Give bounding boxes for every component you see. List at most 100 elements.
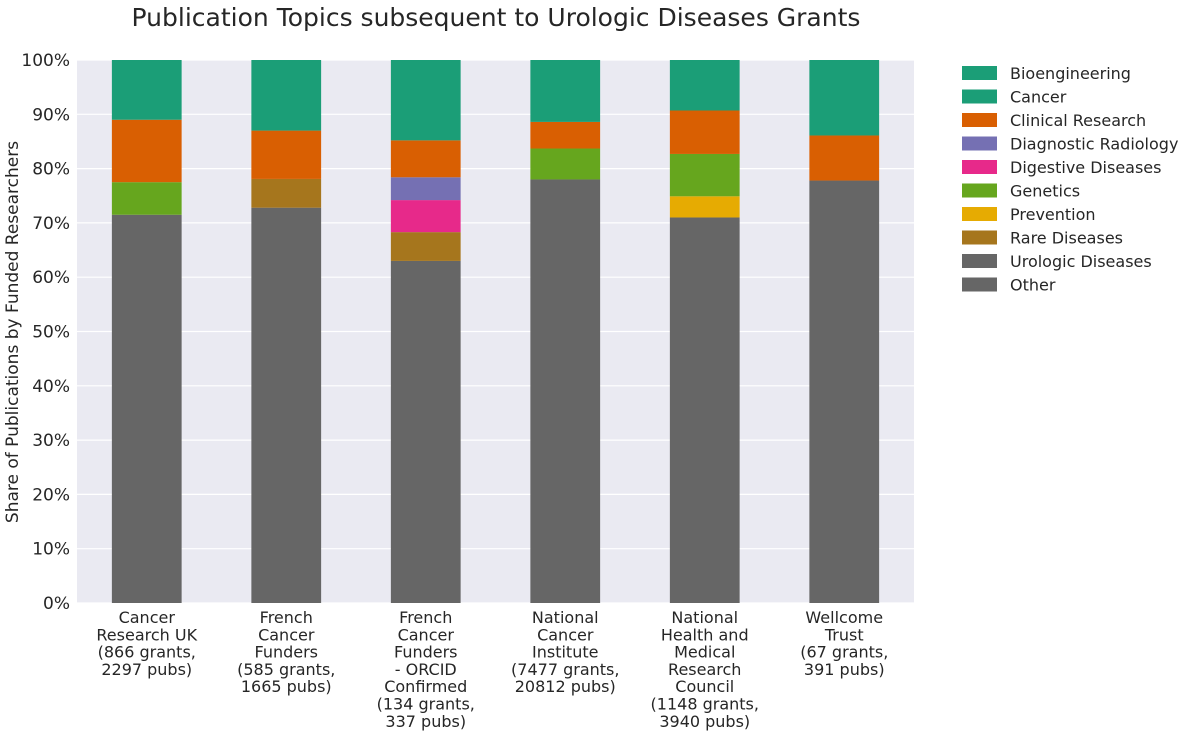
x-tick-label-line: Cancer: [537, 625, 594, 644]
legend-label: Clinical Research: [1010, 111, 1146, 130]
x-tick-label-line: National: [532, 608, 599, 627]
legend-swatch: [962, 230, 997, 245]
chart-title: Publication Topics subsequent to Urologi…: [132, 3, 861, 32]
x-tick-label: National Cancer Institute (7477 grants, 2081…: [511, 608, 619, 696]
x-tick-label-line: National: [671, 608, 738, 627]
x-tick-label: French Cancer Funders (585 grants, 1665 pubs…: [237, 608, 335, 696]
legend-label: Prevention: [1010, 205, 1096, 224]
bar-segment-cancer: [809, 60, 880, 136]
bar-segment-genetics: [111, 182, 182, 215]
y-tick-label: 60%: [32, 268, 70, 288]
x-tick-label-line: (7477 grants,: [511, 660, 619, 679]
y-tick-label: 100%: [21, 51, 70, 71]
bar-segment-cancer: [669, 60, 740, 111]
legend-item: Bioengineering: [962, 64, 1131, 83]
bar-segment-clinical-research: [390, 140, 461, 178]
bar-segment-diagnostic-radiology: [390, 177, 461, 201]
bar-segment-cancer: [251, 60, 322, 131]
x-tick-label-line: Research UK: [96, 625, 197, 644]
legend-label: Bioengineering: [1010, 64, 1131, 83]
legend-item: Cancer: [962, 88, 1067, 107]
legend-label: Digestive Diseases: [1010, 158, 1161, 177]
x-tick-label: French Cancer Funders - ORCID Confirmed (134 …: [377, 608, 475, 731]
y-tick-label: 80%: [32, 160, 70, 180]
y-tick-label: 0%: [43, 594, 70, 614]
bar-segment-clinical-research: [530, 121, 601, 149]
y-axis-label: Share of Publications by Funded Research…: [3, 141, 23, 523]
bar-segment-cancer: [390, 60, 461, 141]
x-tick-label-line: Research: [668, 660, 741, 679]
bar-segment-other: [669, 217, 740, 603]
x-tick-label-line: Institute: [532, 643, 598, 662]
legend-swatch: [962, 183, 997, 198]
legend-item: Genetics: [962, 182, 1080, 201]
plot-area: 0%10%20%30%40%50%60%70%80%90%100%Cancer R…: [21, 51, 914, 731]
y-tick-label: 40%: [32, 377, 70, 397]
x-tick-label-line: (134 grants,: [377, 695, 475, 714]
legend-item: Digestive Diseases: [962, 158, 1161, 177]
x-tick-label-line: Medical: [674, 643, 735, 662]
y-tick-label: 90%: [32, 105, 70, 125]
bar-segment-other: [111, 214, 182, 603]
x-tick-label: Wellcome Trust (67 grants, 391 pubs): [800, 608, 888, 679]
x-tick-label-line: (866 grants,: [98, 643, 196, 662]
bar-segment-other: [251, 207, 322, 604]
x-tick-label-line: - ORCID: [395, 660, 457, 679]
x-tick-label-line: 2297 pubs): [101, 660, 192, 679]
x-tick-label-line: Funders: [394, 643, 458, 662]
x-tick-label-line: Cancer: [119, 608, 176, 627]
legend-swatch: [962, 89, 997, 104]
bar-segment-other: [390, 260, 461, 603]
x-tick-label-line: Cancer: [258, 625, 315, 644]
x-tick-label-line: 337 pubs): [385, 712, 466, 731]
x-tick-label-line: 3940 pubs): [659, 712, 750, 731]
bar-segment-genetics: [669, 153, 740, 197]
x-tick-label: Cancer Research UK (866 grants, 2297 pubs): [96, 608, 197, 679]
legend-item: Diagnostic Radiology: [962, 135, 1178, 154]
x-tick-label-line: Council: [675, 677, 734, 696]
x-tick-label-line: 20812 pubs): [515, 677, 616, 696]
bar-segment-clinical-research: [251, 130, 322, 179]
x-tick-label-line: (67 grants,: [800, 643, 888, 662]
legend-swatch: [962, 66, 997, 80]
bar-segment-other: [530, 179, 601, 603]
x-tick-label-line: (1148 grants,: [651, 695, 759, 714]
bar-segment-genetics: [530, 148, 601, 180]
y-tick-label: 70%: [32, 214, 70, 234]
bar-segment-digestive-diseases: [390, 200, 461, 233]
legend-label: Genetics: [1010, 182, 1080, 201]
x-tick-label-line: Funders: [254, 643, 318, 662]
legend: Bioengineering Cancer Clinical Research Dia…: [962, 64, 1178, 295]
bar-segment-rare-diseases: [390, 232, 461, 261]
x-tick-label-line: Trust: [824, 625, 864, 644]
x-tick-label-line: Wellcome: [805, 608, 883, 627]
legend-item: Clinical Research: [962, 111, 1146, 130]
legend-label: Other: [1010, 276, 1056, 295]
y-tick-label: 10%: [32, 540, 70, 560]
legend-item: Urologic Diseases: [962, 252, 1152, 271]
y-tick-label: 30%: [32, 431, 70, 451]
bar-segment-clinical-research: [669, 110, 740, 154]
y-tick-label: 50%: [32, 323, 70, 343]
x-tick-label-line: 391 pubs): [804, 660, 885, 679]
x-tick-label-line: 1665 pubs): [241, 677, 332, 696]
bar-segment-cancer: [530, 60, 601, 122]
legend-swatch: [962, 160, 997, 174]
legend-swatch: [962, 136, 997, 151]
bar-segment-cancer: [111, 60, 182, 120]
legend-swatch: [962, 254, 997, 268]
legend-label: Cancer: [1010, 88, 1067, 107]
x-tick-label-line: French: [260, 608, 313, 627]
x-tick-label-line: French: [399, 608, 452, 627]
bar-segment-prevention: [669, 196, 740, 218]
legend-swatch: [962, 277, 997, 292]
legend-item: Rare Diseases: [962, 229, 1123, 248]
legend-label: Urologic Diseases: [1010, 252, 1152, 271]
x-tick-label-line: Cancer: [398, 625, 455, 644]
bar-segment-rare-diseases: [251, 178, 322, 208]
legend-item: Prevention: [962, 205, 1096, 224]
x-tick-label-line: Health and: [661, 625, 749, 644]
legend-label: Diagnostic Radiology: [1010, 135, 1178, 154]
legend-label: Rare Diseases: [1010, 229, 1123, 248]
